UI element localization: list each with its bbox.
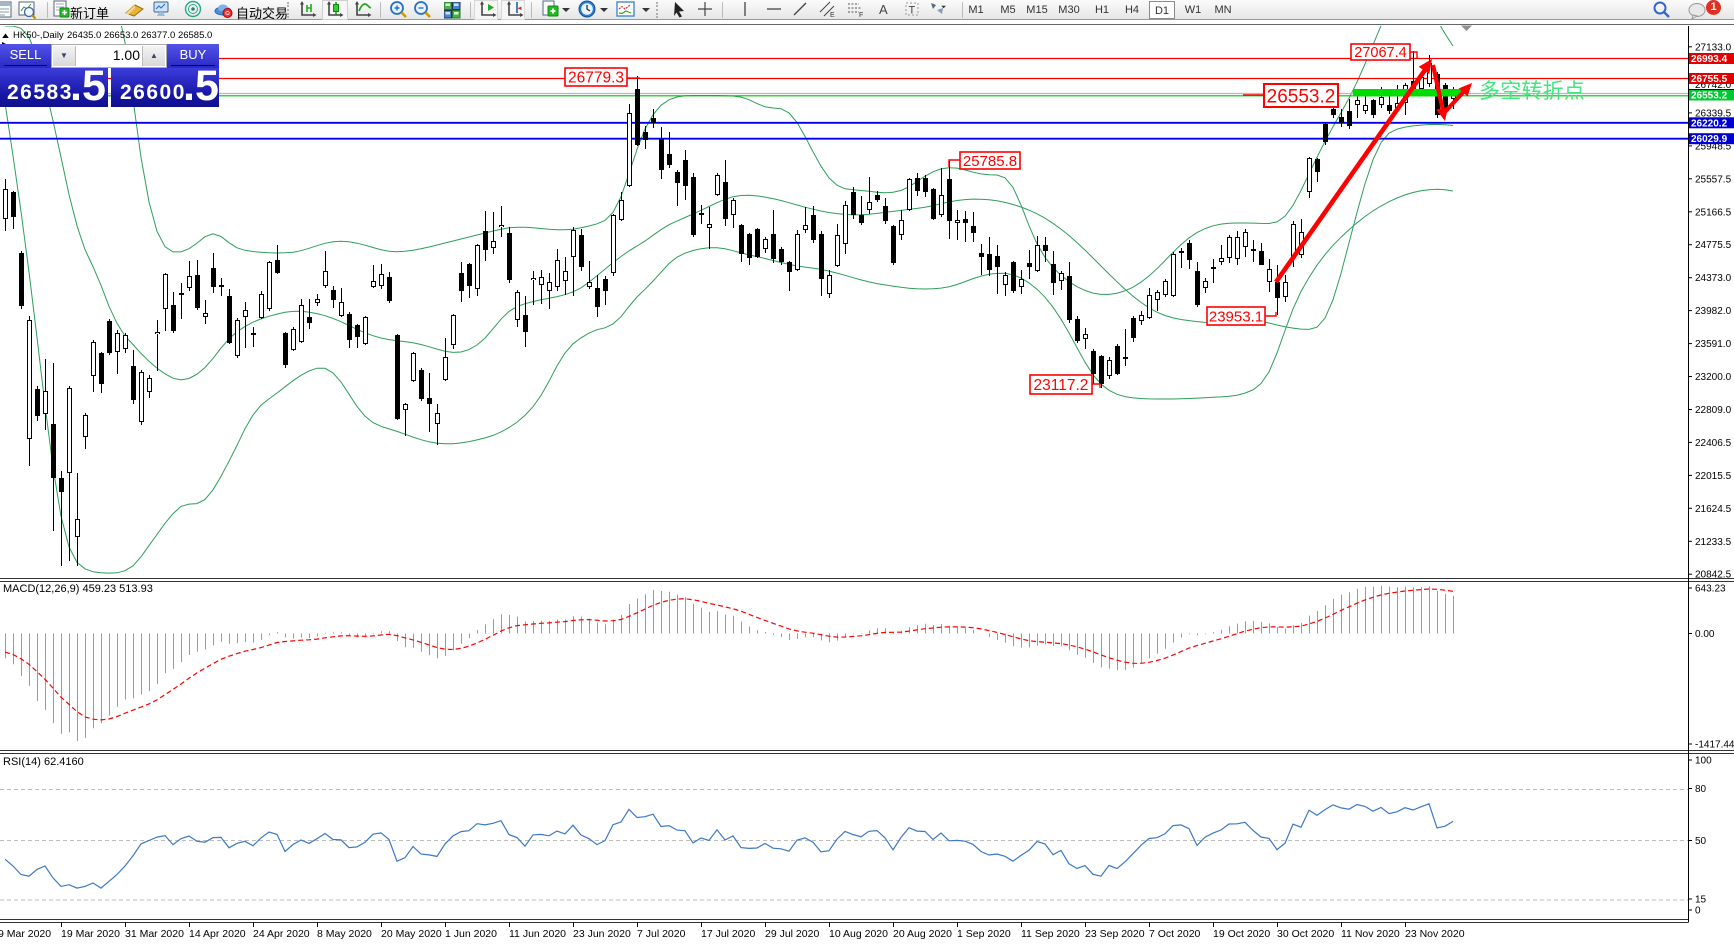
svg-text:11 Jun 2020: 11 Jun 2020 xyxy=(509,928,566,940)
svg-text:26779.3: 26779.3 xyxy=(568,70,624,87)
svg-text:E: E xyxy=(830,12,835,19)
svg-text:24775.5: 24775.5 xyxy=(1695,240,1732,251)
svg-text:20 Aug 2020: 20 Aug 2020 xyxy=(893,928,952,940)
svg-text:30 Oct 2020: 30 Oct 2020 xyxy=(1277,928,1334,940)
svg-text:23982.0: 23982.0 xyxy=(1695,306,1732,317)
svg-text:8 May 2020: 8 May 2020 xyxy=(317,928,372,940)
svg-text:27133.0: 27133.0 xyxy=(1695,42,1732,53)
svg-text:19 Mar 2020: 19 Mar 2020 xyxy=(61,928,120,940)
svg-text:20842.5: 20842.5 xyxy=(1695,570,1732,581)
svg-text:-1417.44: -1417.44 xyxy=(1695,740,1734,751)
svg-text:24373.0: 24373.0 xyxy=(1695,273,1732,284)
svg-text:26029.9: 26029.9 xyxy=(1691,134,1728,145)
svg-text:23 Nov 2020: 23 Nov 2020 xyxy=(1405,928,1465,940)
svg-text:10 Aug 2020: 10 Aug 2020 xyxy=(829,928,888,940)
svg-text:1 Sep 2020: 1 Sep 2020 xyxy=(957,928,1011,940)
svg-text:25557.5: 25557.5 xyxy=(1695,174,1732,185)
svg-text:25785.8: 25785.8 xyxy=(963,153,1017,170)
svg-text:25948.5: 25948.5 xyxy=(1695,141,1732,152)
svg-text:23200.0: 23200.0 xyxy=(1695,372,1732,383)
svg-text:A: A xyxy=(879,2,888,17)
svg-text:27067.4: 27067.4 xyxy=(1354,45,1406,61)
svg-text:23 Jun 2020: 23 Jun 2020 xyxy=(573,928,631,940)
svg-text:RSI(14) 62.4160: RSI(14) 62.4160 xyxy=(3,756,84,768)
svg-text:31 Mar 2020: 31 Mar 2020 xyxy=(125,928,184,940)
svg-text:25166.5: 25166.5 xyxy=(1695,207,1732,218)
svg-text:0: 0 xyxy=(1695,906,1701,917)
svg-text:23953.1: 23953.1 xyxy=(1209,308,1263,325)
svg-text:17 Jul 2020: 17 Jul 2020 xyxy=(701,928,755,940)
svg-text:19 Oct 2020: 19 Oct 2020 xyxy=(1213,928,1270,940)
svg-text:29 Jul 2020: 29 Jul 2020 xyxy=(765,928,819,940)
svg-text:9 Mar 2020: 9 Mar 2020 xyxy=(0,928,51,940)
svg-text:HK50-,Daily: HK50-,Daily xyxy=(13,30,64,41)
svg-text:23117.2: 23117.2 xyxy=(1034,377,1089,394)
svg-text:MACD(12,26,9) 459.23 513.93: MACD(12,26,9) 459.23 513.93 xyxy=(3,583,153,595)
svg-text:多空转折点: 多空转折点 xyxy=(1479,80,1585,103)
svg-text:20 May 2020: 20 May 2020 xyxy=(381,928,442,940)
svg-text:22015.5: 22015.5 xyxy=(1695,471,1732,482)
svg-text:11 Nov 2020: 11 Nov 2020 xyxy=(1341,928,1400,940)
svg-text:26435.0 26653.0 26377.0 26585.: 26435.0 26653.0 26377.0 26585.0 xyxy=(67,30,212,41)
svg-text:21624.5: 21624.5 xyxy=(1695,504,1732,515)
svg-text:26220.2: 26220.2 xyxy=(1691,118,1728,129)
svg-text:0.00: 0.00 xyxy=(1695,629,1715,640)
svg-text:F: F xyxy=(859,12,863,19)
svg-text:26553.2: 26553.2 xyxy=(1691,91,1728,102)
svg-text:1 Jun 2020: 1 Jun 2020 xyxy=(445,928,497,940)
svg-text:7 Oct 2020: 7 Oct 2020 xyxy=(1149,928,1201,940)
svg-text:26553.2: 26553.2 xyxy=(1267,86,1336,107)
svg-text:26339.5: 26339.5 xyxy=(1695,108,1732,119)
svg-text:21233.5: 21233.5 xyxy=(1695,537,1732,548)
svg-text:26755.5: 26755.5 xyxy=(1691,74,1728,85)
svg-text:15: 15 xyxy=(1695,895,1707,906)
svg-text:22406.5: 22406.5 xyxy=(1695,438,1732,449)
svg-text:23591.0: 23591.0 xyxy=(1695,339,1732,350)
svg-text:11 Sep 2020: 11 Sep 2020 xyxy=(1021,928,1080,940)
svg-text:23 Sep 2020: 23 Sep 2020 xyxy=(1085,928,1145,940)
svg-text:14 Apr 2020: 14 Apr 2020 xyxy=(189,928,246,940)
svg-text:7 Jul 2020: 7 Jul 2020 xyxy=(637,928,686,940)
svg-text:24 Apr 2020: 24 Apr 2020 xyxy=(253,928,310,940)
svg-text:26742.0: 26742.0 xyxy=(1695,80,1732,91)
svg-text:643.23: 643.23 xyxy=(1695,584,1726,595)
svg-text:T: T xyxy=(909,5,916,17)
svg-text:80: 80 xyxy=(1695,784,1707,795)
svg-text:26993.4: 26993.4 xyxy=(1691,54,1728,65)
svg-text:50: 50 xyxy=(1695,836,1707,847)
svg-text:100: 100 xyxy=(1695,756,1712,767)
svg-text:22809.0: 22809.0 xyxy=(1695,405,1732,416)
